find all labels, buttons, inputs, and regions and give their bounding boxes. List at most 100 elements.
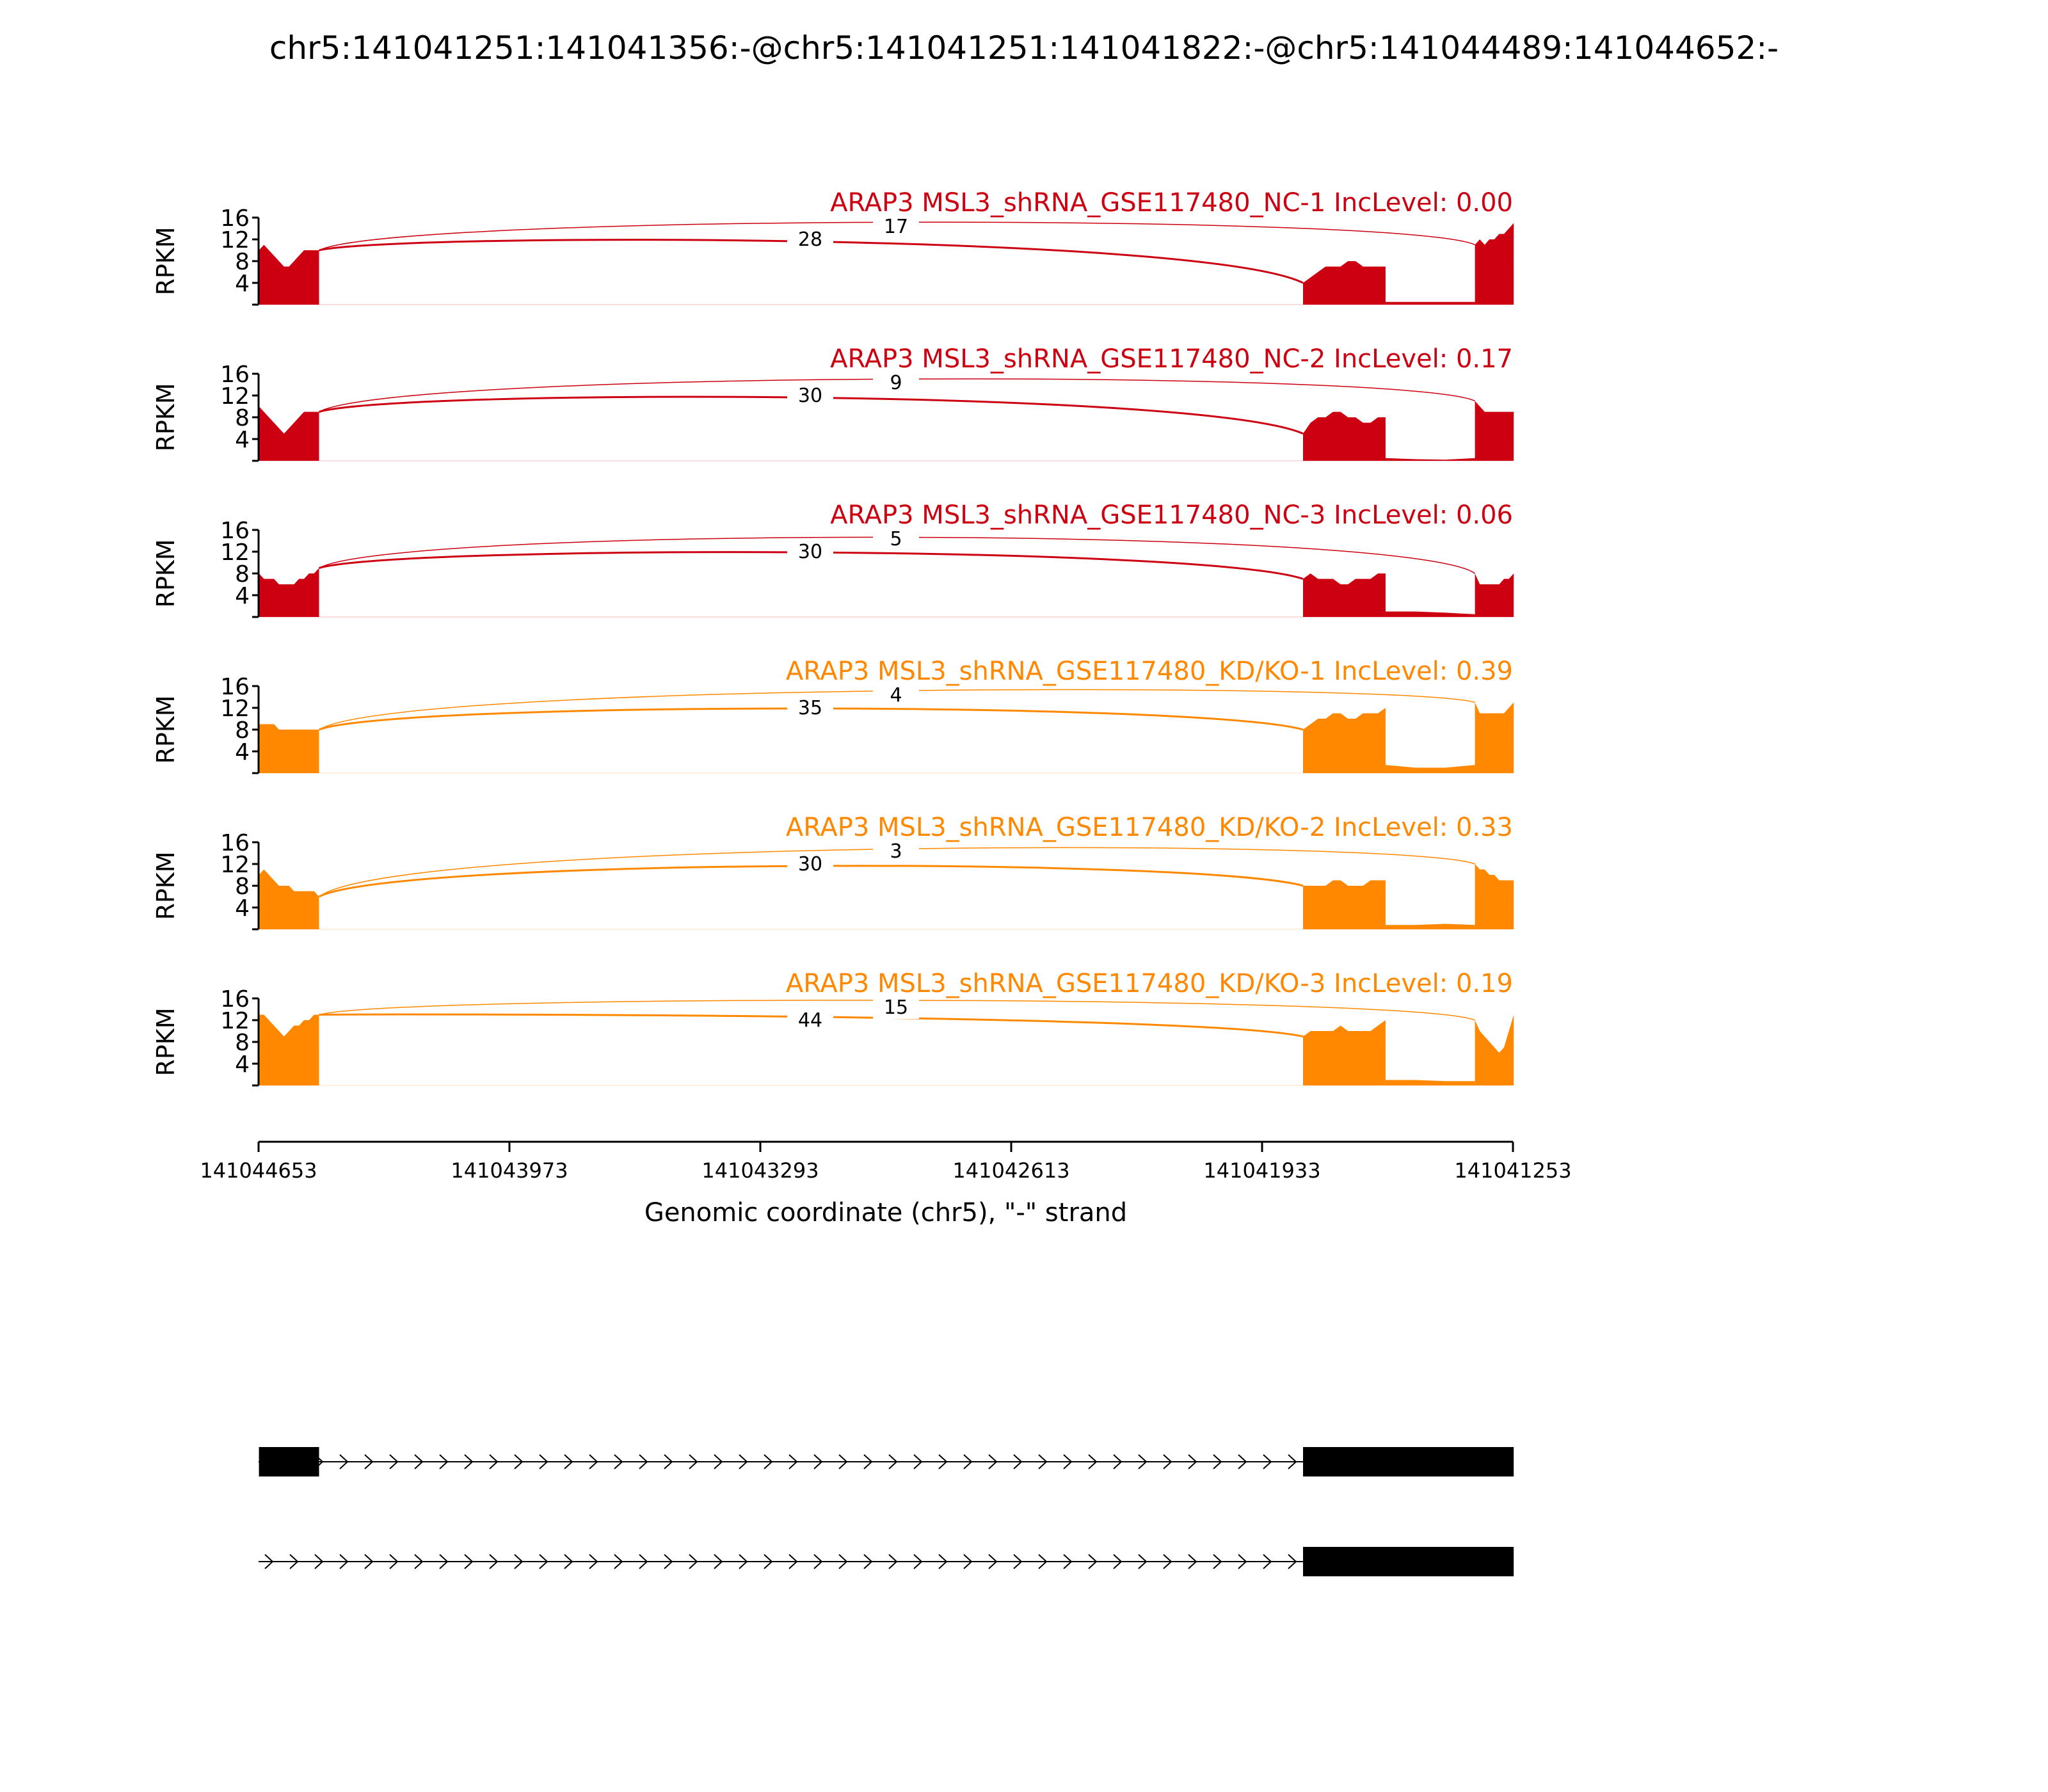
- strand-arrow: [1013, 1454, 1023, 1469]
- track-2: ARAP3 MSL3_shRNA_GSE117480_NC-2 IncLevel…: [152, 344, 1514, 462]
- inclusion-count: 28: [798, 228, 822, 251]
- x-axis-label: Genomic coordinate (chr5), "-" strand: [644, 1198, 1127, 1228]
- y-tick-label: 12: [220, 1008, 250, 1034]
- y-tick-label: 12: [220, 227, 250, 253]
- gene-models: [259, 1447, 1514, 1576]
- coverage-exon3: [1475, 702, 1514, 773]
- coverage-exon1: [259, 244, 319, 305]
- y-tick-label: 16: [220, 205, 250, 232]
- strand-arrow: [813, 1454, 823, 1469]
- strand-arrow: [1063, 1454, 1073, 1469]
- strand-arrow: [1163, 1554, 1172, 1569]
- strand-arrow: [414, 1454, 424, 1469]
- y-tick-label: 12: [220, 540, 250, 566]
- strand-arrow: [913, 1554, 923, 1569]
- y-tick-label: 4: [235, 739, 250, 765]
- x-tick-label: 141041253: [1454, 1158, 1571, 1183]
- skip-count-bg: [873, 685, 919, 707]
- skip-count: 4: [890, 684, 902, 707]
- skip-count-bg: [873, 372, 919, 394]
- gene-model-skipping: [259, 1547, 1514, 1576]
- coverage-exon2: [1302, 573, 1386, 617]
- strand-arrow: [1263, 1554, 1272, 1569]
- strand-arrow: [1288, 1554, 1297, 1569]
- coverage-exon1: [259, 869, 319, 929]
- track-5: ARAP3 MSL3_shRNA_GSE117480_KD/KO-2 IncLe…: [152, 813, 1514, 931]
- y-tick-label: 8: [235, 717, 250, 744]
- strand-arrow: [788, 1554, 798, 1569]
- strand-arrow: [264, 1554, 274, 1569]
- strand-arrow: [888, 1454, 898, 1469]
- strand-arrow: [1238, 1454, 1247, 1469]
- exon-block: [1302, 1447, 1514, 1476]
- x-tick-label: 141044653: [200, 1158, 317, 1183]
- y-axis-label: RPKM: [152, 383, 180, 451]
- strand-arrow: [339, 1454, 349, 1469]
- strand-arrow: [489, 1554, 499, 1569]
- strand-arrow: [339, 1554, 349, 1569]
- y-axis-label: RPKM: [152, 851, 180, 920]
- strand-arrow: [913, 1454, 923, 1469]
- strand-arrow: [813, 1554, 823, 1569]
- y-tick-label: 12: [220, 383, 250, 410]
- strand-arrow: [739, 1454, 748, 1469]
- y-axis-label: RPKM: [152, 227, 180, 295]
- strand-arrow: [888, 1554, 898, 1569]
- strand-arrow: [1188, 1454, 1197, 1469]
- strand-arrow: [988, 1554, 998, 1569]
- coverage-intron: [1385, 924, 1475, 929]
- gene-model-inclusion: [259, 1447, 1514, 1476]
- y-tick-label: 4: [235, 583, 250, 609]
- strand-arrow: [1213, 1554, 1222, 1569]
- strand-arrow: [414, 1554, 424, 1569]
- exon-block: [1302, 1547, 1514, 1576]
- strand-arrow: [938, 1454, 948, 1469]
- inclusion-count: 30: [798, 853, 822, 876]
- strand-arrow: [614, 1554, 623, 1569]
- coverage-intron: [1385, 611, 1475, 617]
- y-axis-label: RPKM: [152, 695, 180, 764]
- strand-arrow: [963, 1454, 973, 1469]
- y-tick-label: 8: [235, 874, 250, 900]
- strand-arrow: [514, 1454, 524, 1469]
- strand-arrow: [838, 1454, 848, 1469]
- strand-arrow: [639, 1554, 648, 1569]
- coverage-intron: [1385, 301, 1475, 305]
- strand-arrow: [1113, 1454, 1123, 1469]
- strand-arrow: [1063, 1554, 1073, 1569]
- coverage-exon3: [1475, 573, 1514, 617]
- coverage-exon2: [1302, 1020, 1386, 1085]
- strand-arrow: [1038, 1454, 1048, 1469]
- inclusion-count-bg: [787, 698, 833, 719]
- exon-block: [259, 1447, 319, 1476]
- strand-arrow: [1113, 1554, 1123, 1569]
- y-axis-label: RPKM: [152, 539, 180, 607]
- strand-arrow: [863, 1554, 873, 1569]
- strand-arrow: [364, 1454, 374, 1469]
- skip-count: 9: [890, 372, 902, 394]
- track-label: ARAP3 MSL3_shRNA_GSE117480_KD/KO-2 IncLe…: [786, 813, 1513, 842]
- y-tick-label: 4: [235, 271, 250, 297]
- strand-arrow: [988, 1454, 998, 1469]
- coverage-intron: [1385, 1080, 1475, 1085]
- track-3: ARAP3 MSL3_shRNA_GSE117480_NC-3 IncLevel…: [152, 500, 1514, 618]
- strand-arrow: [539, 1554, 548, 1569]
- inclusion-count-bg: [787, 854, 833, 876]
- y-tick-label: 8: [235, 561, 250, 588]
- strand-arrow: [464, 1454, 474, 1469]
- coverage-exon3: [1475, 1014, 1514, 1085]
- strand-arrow: [1263, 1454, 1272, 1469]
- strand-arrow: [689, 1454, 698, 1469]
- coverage-exon1: [259, 1014, 319, 1085]
- strand-arrow: [938, 1554, 948, 1569]
- strand-arrow: [1038, 1554, 1048, 1569]
- strand-arrow: [1188, 1554, 1197, 1569]
- inclusion-count: 44: [798, 1009, 822, 1032]
- skip-count-bg: [873, 529, 919, 550]
- strand-arrow: [838, 1554, 848, 1569]
- coverage-exon2: [1302, 261, 1386, 305]
- track-label: ARAP3 MSL3_shRNA_GSE117480_KD/KO-1 IncLe…: [786, 657, 1513, 686]
- inclusion-count-bg: [787, 385, 833, 407]
- strand-arrow: [1238, 1554, 1247, 1569]
